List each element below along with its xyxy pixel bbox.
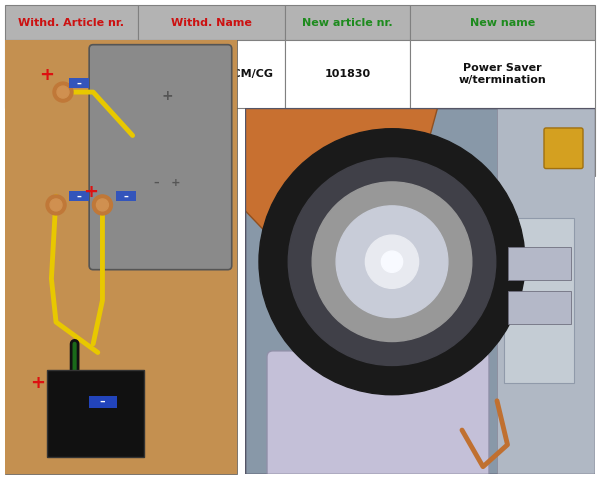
Circle shape bbox=[288, 158, 496, 365]
Bar bbox=[5, 5, 138, 40]
Text: +: + bbox=[39, 66, 54, 84]
Text: –   +: – + bbox=[154, 178, 181, 188]
Text: +: + bbox=[161, 90, 173, 103]
Text: 101966: 101966 bbox=[324, 137, 371, 147]
Polygon shape bbox=[245, 108, 437, 247]
Text: –: – bbox=[77, 79, 82, 89]
Bar bbox=[497, 108, 595, 474]
Circle shape bbox=[57, 86, 69, 98]
Circle shape bbox=[312, 182, 472, 342]
Circle shape bbox=[53, 82, 73, 102]
Circle shape bbox=[50, 199, 62, 211]
FancyBboxPatch shape bbox=[267, 351, 489, 479]
FancyBboxPatch shape bbox=[544, 128, 583, 169]
Bar bbox=[138, 5, 285, 40]
Bar bbox=[508, 291, 571, 324]
Bar bbox=[138, 40, 285, 108]
Text: New name: New name bbox=[470, 18, 535, 27]
Bar bbox=[504, 218, 574, 383]
Bar bbox=[410, 5, 595, 40]
Text: New article nr.: New article nr. bbox=[302, 18, 393, 27]
Bar bbox=[89, 396, 116, 408]
Text: 101830: 101830 bbox=[325, 69, 371, 79]
FancyBboxPatch shape bbox=[89, 45, 232, 270]
Bar bbox=[69, 79, 89, 89]
Text: Cable power saver –
circuit board: Cable power saver – circuit board bbox=[440, 119, 565, 140]
Circle shape bbox=[92, 195, 112, 215]
Bar bbox=[69, 191, 89, 201]
Circle shape bbox=[365, 235, 419, 288]
Text: –: – bbox=[123, 191, 128, 201]
Circle shape bbox=[259, 129, 525, 395]
Text: –: – bbox=[77, 191, 82, 201]
Bar bbox=[285, 40, 410, 108]
Circle shape bbox=[97, 199, 109, 211]
Bar bbox=[410, 40, 595, 108]
Text: –: – bbox=[100, 397, 106, 407]
Bar bbox=[285, 5, 410, 40]
Bar bbox=[116, 191, 136, 201]
Bar bbox=[285, 108, 410, 176]
Text: Withd. Name: Withd. Name bbox=[171, 18, 252, 27]
Text: +: + bbox=[30, 374, 45, 392]
Bar bbox=[410, 108, 595, 176]
Text: 100905: 100905 bbox=[49, 69, 95, 79]
Text: Withd. Article nr.: Withd. Article nr. bbox=[19, 18, 125, 27]
Bar bbox=[508, 247, 571, 280]
Text: (Freedom
only): (Freedom only) bbox=[473, 147, 532, 169]
Circle shape bbox=[336, 206, 448, 318]
Text: Power Saver CM/CG: Power Saver CM/CG bbox=[150, 69, 273, 79]
Bar bbox=[5, 40, 138, 108]
Circle shape bbox=[46, 195, 66, 215]
Circle shape bbox=[382, 251, 403, 273]
Bar bbox=[47, 370, 144, 456]
Text: +: + bbox=[83, 183, 98, 201]
Text: Power Saver
w/termination: Power Saver w/termination bbox=[458, 63, 547, 85]
Bar bbox=[5, 40, 237, 474]
